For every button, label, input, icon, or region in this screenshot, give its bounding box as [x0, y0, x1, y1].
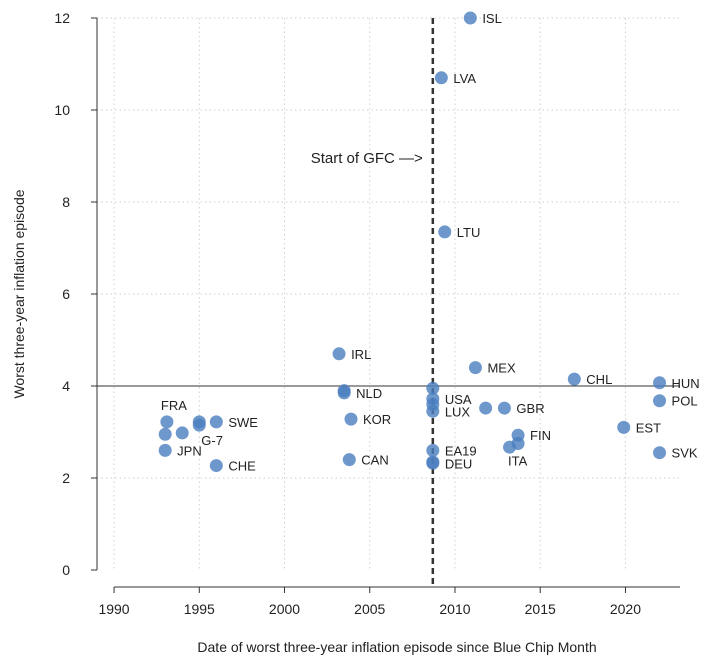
- point-label: IRL: [351, 347, 371, 362]
- data-point: [434, 71, 448, 85]
- data-point: [438, 225, 452, 239]
- point-label: LUX: [445, 404, 471, 419]
- point-label: NLD: [356, 386, 382, 401]
- y-tick-label: 0: [62, 562, 70, 578]
- x-tick-label: 2010: [439, 601, 470, 617]
- grid-lines: [97, 17, 680, 570]
- point-label: G-7: [201, 433, 223, 448]
- point-label: ITA: [508, 454, 528, 469]
- data-point: [344, 412, 358, 426]
- point-label: SWE: [228, 415, 258, 430]
- x-tick-label: 2000: [269, 601, 300, 617]
- data-point: [209, 415, 223, 429]
- data-point: [426, 381, 440, 395]
- data-point: [160, 415, 174, 429]
- x-tick-label: 2005: [354, 601, 385, 617]
- point-label: CAN: [361, 453, 388, 468]
- point-label: CHE: [228, 459, 256, 474]
- y-tick-label: 10: [54, 102, 70, 118]
- y-tick-label: 2: [62, 470, 70, 486]
- data-point: [337, 386, 351, 400]
- point-label: HUN: [672, 376, 700, 391]
- points: [158, 11, 667, 473]
- data-point: [426, 456, 440, 470]
- point-label: SVK: [672, 446, 698, 461]
- y-tick-label: 6: [62, 286, 70, 302]
- axes: 0 2 4 6 8 10 12 1990 1995 2000 2005 2010 2015 2020: [54, 10, 680, 617]
- data-point: [653, 446, 667, 460]
- data-point: [479, 401, 493, 415]
- point-label: EST: [636, 420, 661, 435]
- data-point: [653, 376, 667, 390]
- y-tick-label: 4: [62, 378, 70, 394]
- point-label: ISL: [482, 11, 502, 26]
- data-point: [617, 420, 631, 434]
- y-tick-label: 12: [54, 10, 70, 26]
- point-label: LTU: [457, 225, 481, 240]
- point-label: CHL: [586, 372, 612, 387]
- data-point: [463, 11, 477, 25]
- data-point: [342, 453, 356, 467]
- x-tick-label: 1990: [98, 601, 129, 617]
- data-point: [511, 437, 525, 450]
- x-axis-title: Date of worst three-year inflation episo…: [197, 639, 596, 655]
- y-tick-label: 8: [62, 194, 70, 210]
- data-point: [653, 394, 667, 408]
- point-label: LVA: [453, 71, 476, 86]
- point-label: JPN: [177, 443, 202, 458]
- data-point: [192, 418, 206, 432]
- data-point: [426, 443, 440, 457]
- point-label: FIN: [530, 428, 551, 443]
- data-point: [158, 427, 172, 441]
- data-point: [468, 361, 482, 375]
- point-label: KOR: [363, 412, 391, 427]
- point-label: POL: [672, 394, 698, 409]
- point-label: USA: [445, 392, 472, 407]
- data-point: [332, 347, 346, 361]
- data-point: [209, 459, 223, 473]
- y-axis-title: Worst three-year inflation episode: [11, 189, 27, 398]
- point-label: GBR: [516, 401, 544, 416]
- x-tick-label: 2015: [525, 601, 556, 617]
- data-point: [175, 426, 189, 440]
- x-tick-label: 2020: [610, 601, 641, 617]
- point-label: FRA: [161, 398, 187, 413]
- gfc-annotation: Start of GFC —>: [311, 150, 423, 167]
- point-label: MEX: [487, 361, 516, 376]
- data-point: [426, 404, 440, 418]
- data-point: [497, 401, 511, 415]
- point-label: DEU: [445, 456, 472, 471]
- data-point: [567, 372, 581, 386]
- data-point: [158, 443, 172, 457]
- x-tick-label: 1995: [184, 601, 215, 617]
- point-label: EA19: [445, 443, 477, 458]
